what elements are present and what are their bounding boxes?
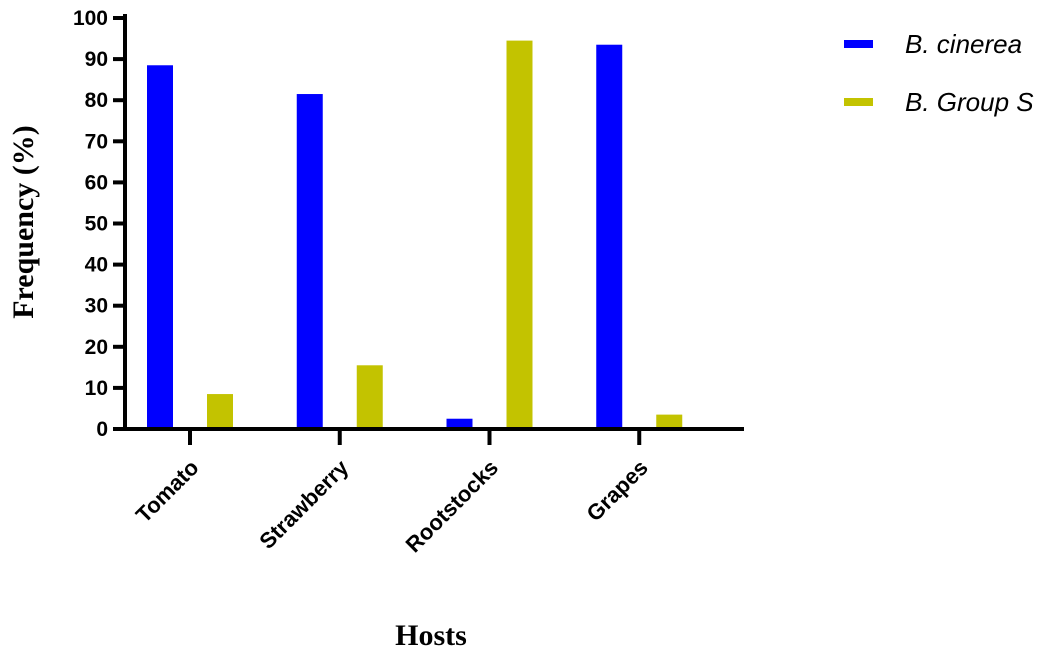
x-ticks-group: Tomato Strawberry Rootstocks Grapes <box>131 429 653 557</box>
legend: B. cinerea B. Group S <box>844 29 1034 117</box>
legend-label: B. Group S <box>905 87 1034 117</box>
y-tick-label: 60 <box>85 171 108 194</box>
bar-series2-rootstocks <box>506 40 533 429</box>
y-axis-title: Frequency (%) <box>7 125 40 319</box>
x-tick-label: Grapes <box>581 455 652 526</box>
bar-series2-tomato <box>207 394 233 429</box>
bar-series1-strawberry <box>296 94 323 429</box>
bar-series2-strawberry <box>356 365 383 429</box>
bars-group <box>147 40 683 430</box>
y-tick-label: 0 <box>96 418 108 441</box>
bar-series1-tomato <box>147 65 173 429</box>
y-tick-label: 80 <box>85 89 108 112</box>
bar-series1-grapes <box>596 44 623 430</box>
y-tick-label: 70 <box>85 130 108 153</box>
legend-swatch <box>844 40 873 48</box>
axes-group <box>123 14 744 431</box>
y-tick-label: 50 <box>85 213 108 236</box>
y-tick-label: 30 <box>85 295 108 318</box>
x-tick-label: Strawberry <box>254 454 353 553</box>
y-tick-label: 90 <box>85 48 108 71</box>
y-tick-label: 100 <box>73 7 108 30</box>
x-tick-label: Rootstocks <box>401 455 503 557</box>
y-ticks-group: 0 10 20 30 40 50 60 70 80 90 100 <box>73 7 125 441</box>
bar-series2-grapes <box>656 414 683 429</box>
legend-label: B. cinerea <box>905 29 1022 59</box>
y-tick-label: 40 <box>85 254 108 277</box>
bar-series1-rootstocks <box>446 418 473 429</box>
y-tick-label: 10 <box>85 377 108 400</box>
x-axis-title: Hosts <box>395 619 467 648</box>
legend-swatch <box>844 98 873 106</box>
y-tick-label: 20 <box>85 336 108 359</box>
x-tick-label: Tomato <box>131 455 204 528</box>
